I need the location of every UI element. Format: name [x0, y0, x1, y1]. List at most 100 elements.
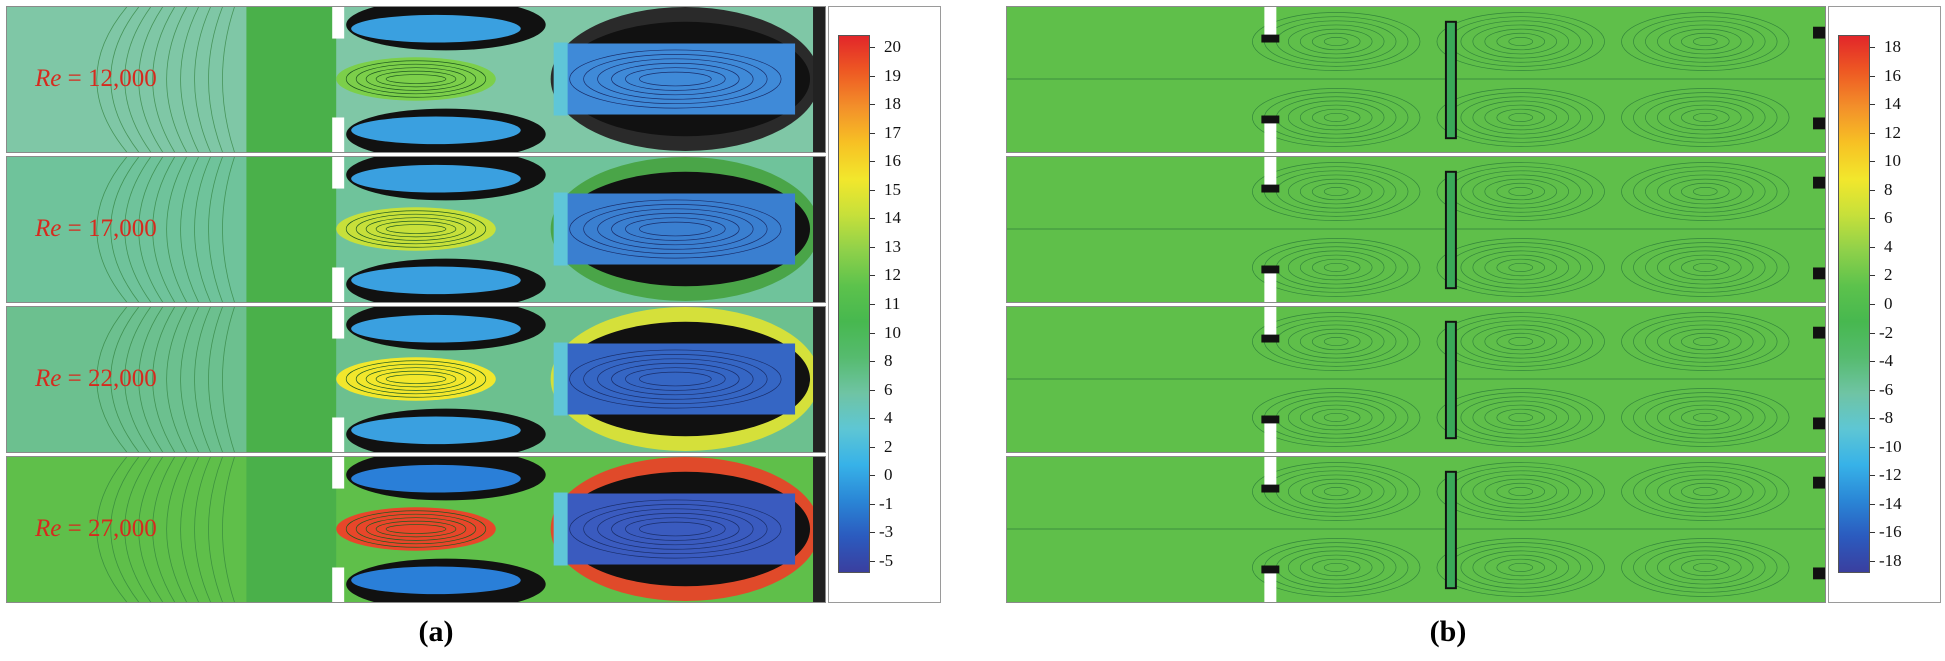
contour-panel-b-2 — [1006, 156, 1826, 303]
colorbar-tick-mark — [870, 132, 875, 134]
colorbar-b: 18 16 14 12 10 8 6 4 2 0 -2 -4 -6 -8 -10 -12 -14 -16 -18 — [1828, 6, 1941, 603]
colorbar-tick-label: -2 — [1879, 322, 1894, 342]
contour-plot — [1007, 457, 1825, 602]
colorbar-tick-mark — [1870, 189, 1875, 191]
colorbar-tick-label: 12 — [1884, 122, 1901, 142]
colorbar-tick-mark — [1870, 475, 1875, 477]
colorbar-tick-label: 10 — [1884, 151, 1901, 171]
contour-panel-b-4 — [1006, 456, 1826, 603]
colorbar-tick-mark — [1870, 104, 1875, 106]
colorbar-tick-label: -4 — [1879, 351, 1894, 371]
contour-plot — [7, 307, 825, 452]
colorbar-gradient-a — [838, 35, 870, 573]
colorbar-tick-mark — [1870, 446, 1875, 448]
figure-caption-a: (a) — [418, 615, 454, 648]
colorbar-tick-label: -6 — [1879, 379, 1894, 399]
colorbar-tick-label: -5 — [879, 551, 894, 570]
colorbar-tick-label: -3 — [879, 522, 894, 542]
colorbar-tick-mark — [1870, 75, 1875, 77]
colorbar-tick-label: 14 — [884, 208, 901, 228]
colorbar-tick-mark — [1870, 503, 1875, 505]
colorbar-tick-mark — [870, 246, 875, 248]
colorbar-tick-mark — [870, 389, 875, 391]
colorbar-tick-label: -1 — [879, 493, 894, 513]
colorbar-tick-label: 4 — [884, 408, 893, 428]
colorbar-tick-mark — [1870, 132, 1875, 134]
colorbar-tick-label: -14 — [1879, 493, 1902, 513]
colorbar-tick-label: -18 — [1879, 551, 1902, 570]
figure-b: 18 16 14 12 10 8 6 4 2 0 -2 -4 -6 -8 -10 -12 -14 -16 -18 (… — [1000, 0, 1945, 661]
reynolds-label: Re = 12,000 — [35, 65, 157, 92]
contour-plot — [1007, 157, 1825, 302]
contour-panel-re-17000: Re = 17,000 — [6, 156, 826, 303]
contour-plot — [1007, 307, 1825, 452]
contour-panels-a: Re = 12,000 Re = 17,000 Re = 22,000 Re =… — [6, 6, 826, 603]
colorbar-tick-mark — [870, 47, 875, 48]
contour-panel-re-27000: Re = 27,000 — [6, 456, 826, 603]
colorbar-tick-label: -10 — [1879, 436, 1902, 456]
figure-a: Re = 12,000 Re = 17,000 Re = 22,000 Re =… — [0, 0, 970, 661]
colorbar-tick-label: 0 — [884, 465, 893, 485]
contour-plot — [7, 157, 825, 302]
contour-panel-b-1 — [1006, 6, 1826, 153]
colorbar-tick-label: 8 — [1884, 179, 1893, 199]
reynolds-label: Re = 27,000 — [35, 515, 157, 542]
reynolds-label: Re = 22,000 — [35, 365, 157, 392]
colorbar-tick-mark — [1870, 275, 1875, 277]
colorbar-tick-label: 15 — [884, 179, 901, 199]
colorbar-tick-mark — [1870, 218, 1875, 220]
colorbar-tick-label: 20 — [884, 37, 901, 56]
colorbar-tick-mark — [1870, 561, 1875, 562]
colorbar-tick-mark — [1870, 532, 1875, 534]
contour-panel-re-22000: Re = 22,000 — [6, 306, 826, 453]
colorbar-tick-mark — [870, 304, 875, 305]
colorbar-tick-mark — [870, 75, 875, 77]
colorbar-tick-mark — [870, 532, 875, 534]
colorbar-tick-mark — [870, 361, 875, 363]
colorbar-tick-label: 17 — [884, 122, 901, 142]
colorbar-tick-mark — [1870, 361, 1875, 363]
colorbar-tick-label: 18 — [1884, 37, 1901, 56]
colorbar-tick-mark — [870, 275, 875, 277]
colorbar-tick-label: -8 — [1879, 408, 1894, 428]
colorbar-tick-label: 14 — [1884, 94, 1901, 114]
colorbar-tick-label: 16 — [1884, 65, 1901, 85]
colorbar-tick-mark — [1870, 332, 1875, 334]
colorbar-tick-label: 19 — [884, 65, 901, 85]
colorbar-tick-mark — [1870, 161, 1875, 163]
colorbar-tick-mark — [870, 561, 875, 562]
colorbar-tick-mark — [1870, 246, 1875, 248]
colorbar-tick-mark — [870, 104, 875, 106]
colorbar-tick-label: 4 — [1884, 236, 1893, 256]
colorbar-tick-mark — [870, 503, 875, 505]
contour-panel-re-12000: Re = 12,000 — [6, 6, 826, 153]
colorbar-tick-label: 13 — [884, 236, 901, 256]
colorbar-tick-label: 11 — [884, 294, 901, 313]
colorbar-tick-label: 10 — [884, 322, 901, 342]
colorbar-tick-mark — [870, 218, 875, 220]
colorbar-tick-label: 12 — [884, 265, 901, 285]
figure-caption-b: (b) — [1429, 615, 1467, 648]
colorbar-a: 20 19 18 17 16 15 14 13 12 11 10 8 6 4 2 0 -1 -3 -5 — [828, 6, 941, 603]
colorbar-tick-mark — [1870, 47, 1875, 48]
contour-panels-b — [1006, 6, 1826, 603]
colorbar-tick-label: 2 — [884, 436, 893, 456]
colorbar-tick-mark — [1870, 389, 1875, 391]
colorbar-tick-label: 2 — [1884, 265, 1893, 285]
colorbar-tick-mark — [870, 189, 875, 191]
colorbar-tick-mark — [870, 332, 875, 334]
colorbar-tick-label: 16 — [884, 151, 901, 171]
colorbar-tick-mark — [870, 475, 875, 477]
colorbar-tick-label: -16 — [1879, 522, 1902, 542]
contour-plot — [1007, 7, 1825, 152]
colorbar-tick-mark — [1870, 304, 1875, 305]
colorbar-tick-mark — [1870, 418, 1875, 420]
colorbar-tick-label: -12 — [1879, 465, 1902, 485]
colorbar-tick-label: 6 — [1884, 208, 1893, 228]
colorbar-tick-label: 18 — [884, 94, 901, 114]
contour-plot — [7, 7, 825, 152]
colorbar-tick-mark — [870, 161, 875, 163]
colorbar-tick-label: 8 — [884, 351, 893, 371]
contour-panel-b-3 — [1006, 306, 1826, 453]
colorbar-tick-mark — [870, 418, 875, 420]
